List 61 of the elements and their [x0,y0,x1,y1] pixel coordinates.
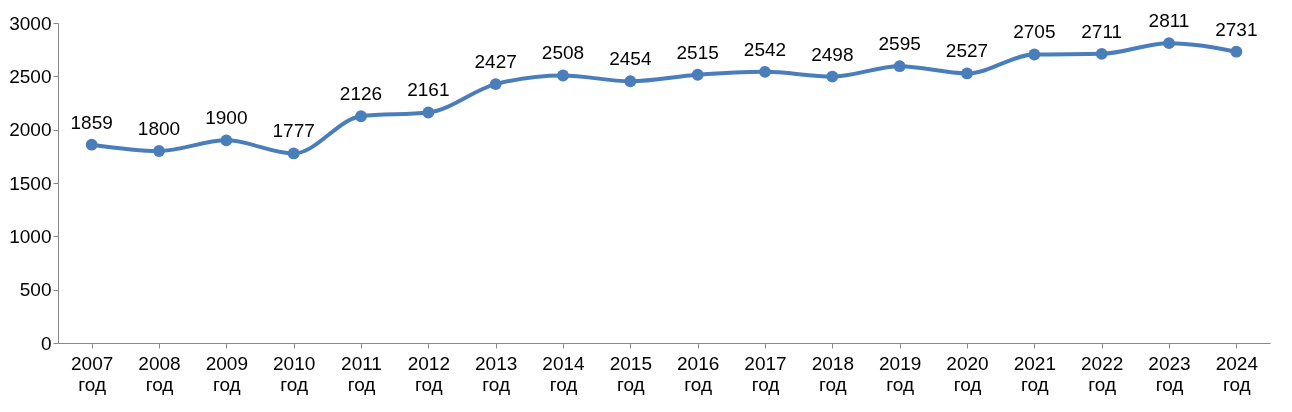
point [153,145,165,157]
point [489,78,502,91]
y-tick-label: 1000 [9,225,52,247]
point [287,147,300,160]
x-tick-label: 2011 год [341,352,382,395]
point [691,68,704,81]
y-tick-label: 3000 [9,12,52,34]
x-tick-label: 2009 год [205,352,248,395]
y-tick-label: 2500 [9,65,52,87]
data-label: 2427 [474,51,517,73]
point [85,138,98,151]
point [1095,47,1108,60]
x-tick-label: 2016 год [677,352,720,395]
data-label: 2508 [541,42,585,64]
data-label: 2454 [609,48,652,70]
data-label: 2731 [1215,18,1258,40]
point [422,106,435,119]
point [759,65,771,78]
data-label: 2126 [339,83,383,105]
point [1163,37,1175,50]
data-label: 2498 [811,43,854,65]
y-tick-label: 1500 [9,172,52,194]
point [355,110,367,123]
point [624,75,637,88]
point [961,67,973,80]
data-label: 2811 [1148,10,1190,32]
data-label: 2527 [945,40,989,62]
y-tick-label: 0 [40,332,52,354]
x-tick-label: 2014 год [542,352,586,395]
x-tick-label: 2013 год [475,352,518,395]
y-tick-label: 2000 [9,119,52,141]
y-tick-label: 500 [19,279,52,301]
point [557,69,569,82]
data-label: 2542 [743,38,787,60]
x-tick-label: 2017 год [744,352,787,395]
x-tick-label: 2023 год [1148,352,1191,395]
x-tick-label: 2022 год [1081,352,1124,395]
x-tick-label: 2010 год [273,352,316,395]
data-label: 2161 [407,79,450,101]
x-tick-label: 2015 год [609,352,652,395]
x-tick-label: 2024 год [1215,352,1259,395]
x-tick-label: 2007 год [71,352,114,395]
x-tick-label: 2020 год [946,352,989,395]
data-label: 2595 [878,33,921,55]
data-label: 1800 [137,118,181,139]
x-tick-label: 2019 год [879,352,922,395]
point [893,60,906,73]
point [826,70,839,83]
point [220,134,233,147]
point [1230,45,1243,58]
x-tick-label: 2021 год [1013,352,1056,395]
data-label: 2711 [1081,20,1123,42]
data-label: 2705 [1013,21,1056,43]
x-tick-label: 2018 год [811,352,854,395]
x-tick-label: 2008 год [138,352,181,395]
x-tick-label: 2012 год [407,352,450,395]
data-label: 1777 [272,120,315,142]
data-label: 2515 [676,41,719,63]
data-label: 1859 [70,111,113,133]
point [1028,48,1041,61]
data-label: 1900 [205,107,248,129]
